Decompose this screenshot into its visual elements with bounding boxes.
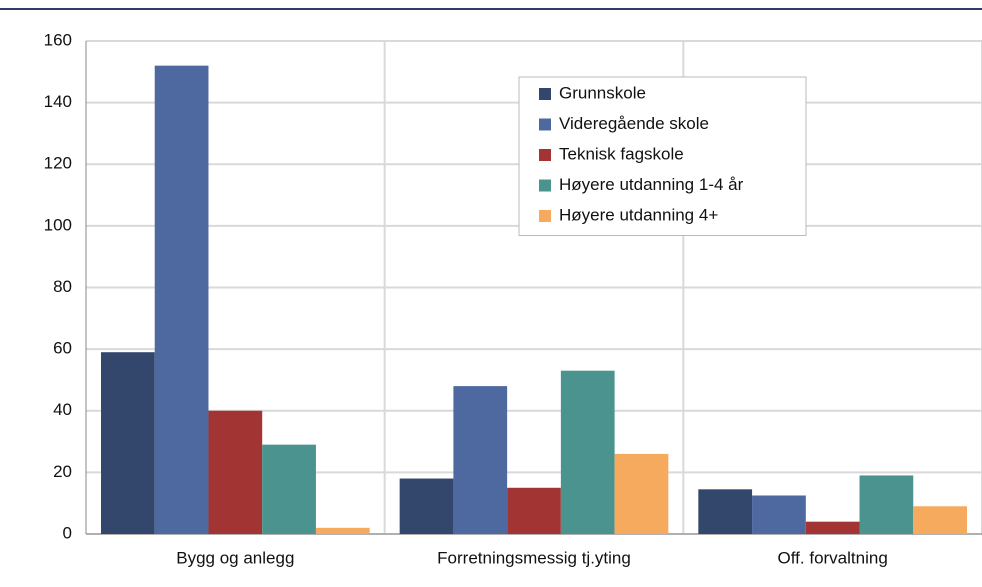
x-tick-label: Off. forvaltning — [778, 548, 888, 567]
legend-label: Høyere utdanning 1-4 år — [559, 175, 744, 194]
bar — [154, 65, 209, 535]
y-tick-label: 100 — [44, 215, 72, 234]
y-tick-label: 120 — [44, 154, 72, 173]
legend-label: Videregående skole — [559, 114, 709, 133]
y-tick-label: 20 — [53, 462, 72, 481]
legend-label: Grunnskole — [559, 83, 646, 102]
y-tick-label: 40 — [53, 400, 72, 419]
legend-swatch — [539, 210, 551, 222]
legend-swatch — [539, 149, 551, 161]
legend-box — [518, 76, 807, 236]
legend-swatch — [539, 118, 551, 131]
bar — [315, 527, 370, 534]
bar — [560, 370, 615, 534]
bar — [101, 352, 155, 534]
bar — [453, 386, 508, 534]
y-tick-label: 140 — [44, 92, 72, 111]
y-tick-label: 160 — [44, 30, 72, 49]
bar — [698, 489, 753, 534]
bar — [614, 453, 669, 534]
legend-label: Teknisk fagskole — [559, 144, 684, 163]
y-tick-label: 80 — [53, 277, 72, 296]
x-tick-label: Forretningsmessig tj.yting — [437, 548, 631, 567]
y-tick-label: 60 — [53, 339, 72, 358]
bar — [859, 475, 914, 534]
bar — [752, 495, 806, 534]
bar — [399, 478, 454, 534]
bar — [805, 521, 860, 534]
bar — [913, 506, 967, 534]
bar — [208, 410, 263, 534]
x-tick-label: Bygg og anlegg — [176, 548, 294, 567]
legend-swatch — [539, 179, 551, 192]
y-tick-label: 0 — [63, 523, 72, 542]
legend-label: Høyere utdanning 4+ — [559, 205, 718, 224]
bar — [262, 444, 316, 534]
bar — [507, 487, 561, 534]
legend-swatch — [539, 88, 551, 100]
